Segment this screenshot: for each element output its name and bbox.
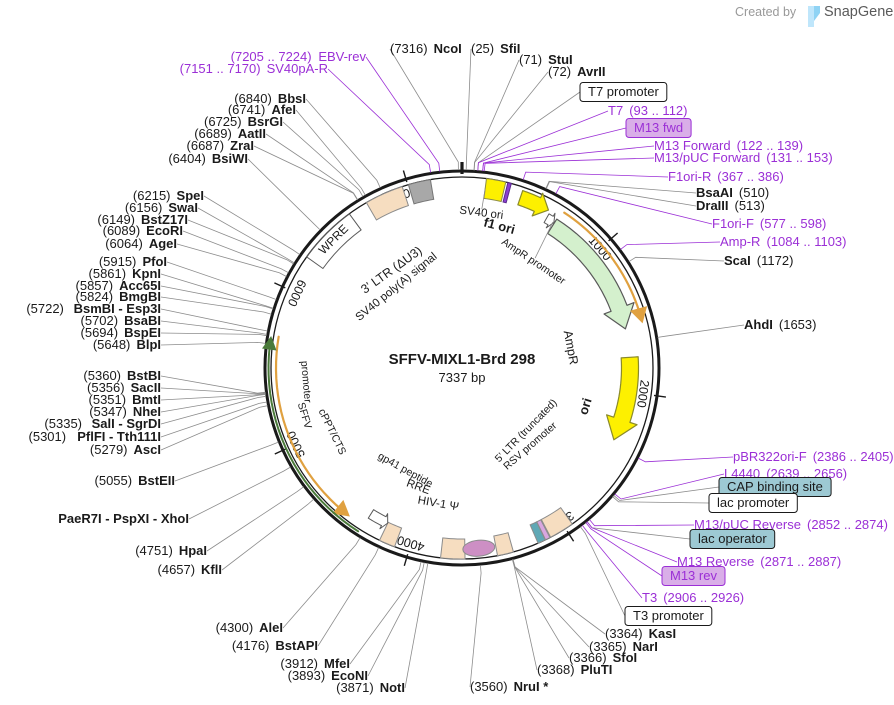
- svg-text:lac operator: lac operator: [698, 531, 767, 546]
- svg-text:Amp-R: Amp-R: [720, 234, 760, 249]
- svg-text:PaeR7I - PspXI - XhoI: PaeR7I - PspXI - XhoI: [58, 511, 189, 526]
- svg-text:(513): (513): [735, 198, 765, 213]
- svg-text:NruI *: NruI *: [514, 679, 550, 694]
- svg-text:KflI: KflI: [201, 562, 222, 577]
- svg-text:7337 bp: 7337 bp: [439, 370, 486, 385]
- svg-text:HpaI: HpaI: [179, 543, 207, 558]
- svg-text:M13 rev: M13 rev: [670, 568, 717, 583]
- svg-text:promoter: promoter: [298, 360, 314, 403]
- svg-text:(1172): (1172): [757, 253, 794, 268]
- svg-text:BstAPI: BstAPI: [275, 638, 318, 653]
- svg-text:(5301): (5301): [29, 429, 67, 444]
- svg-text:SpeI: SpeI: [177, 188, 204, 203]
- svg-text:(577 .. 598): (577 .. 598): [760, 216, 827, 231]
- svg-text:lac promoter: lac promoter: [717, 495, 790, 510]
- svg-text:(71): (71): [519, 52, 542, 67]
- svg-text:(2906 .. 2926): (2906 .. 2926): [663, 590, 744, 605]
- svg-text:f1 ori: f1 ori: [482, 214, 517, 237]
- svg-text:(5279): (5279): [90, 442, 128, 457]
- svg-text:(1653): (1653): [779, 317, 817, 332]
- svg-text:SFFV-MIXL1-Brd 298: SFFV-MIXL1-Brd 298: [389, 351, 536, 368]
- svg-text:(7205 .. 7224): (7205 .. 7224): [231, 49, 312, 64]
- svg-text:M13 fwd: M13 fwd: [634, 120, 683, 135]
- svg-text:(2852 .. 2874): (2852 .. 2874): [807, 517, 888, 532]
- svg-text:(4657): (4657): [158, 562, 196, 577]
- svg-text:BbsI: BbsI: [278, 91, 306, 106]
- svg-text:NotI: NotI: [380, 680, 405, 695]
- svg-text:AmpR promoter: AmpR promoter: [499, 236, 568, 288]
- svg-text:F1ori-F: F1ori-F: [712, 216, 754, 231]
- svg-text:DraIII: DraIII: [696, 198, 729, 213]
- svg-text:SnapGene: SnapGene: [824, 4, 893, 20]
- svg-text:(7316): (7316): [390, 41, 428, 56]
- svg-text:Created by: Created by: [735, 5, 797, 19]
- svg-text:ScaI: ScaI: [724, 253, 751, 268]
- svg-text:AhdI: AhdI: [744, 317, 773, 332]
- svg-text:BsiWI: BsiWI: [212, 151, 248, 166]
- svg-text:6000: 6000: [285, 278, 309, 309]
- svg-text:(5360): (5360): [83, 368, 121, 383]
- svg-text:(367 .. 386): (367 .. 386): [717, 169, 784, 184]
- svg-text:SfiI: SfiI: [500, 41, 520, 56]
- svg-text:HIV-1 Ψ: HIV-1 Ψ: [417, 495, 460, 514]
- svg-text:(5055): (5055): [95, 473, 133, 488]
- svg-text:AscI: AscI: [134, 442, 161, 457]
- svg-text:(5335): (5335): [44, 416, 82, 431]
- svg-text:T3: T3: [642, 590, 657, 605]
- svg-text:NcoI: NcoI: [434, 41, 462, 56]
- svg-text:T3 promoter: T3 promoter: [633, 608, 704, 623]
- svg-text:cPPT/CTS: cPPT/CTS: [316, 407, 349, 457]
- svg-text:(4300): (4300): [216, 620, 254, 635]
- svg-text:(6840): (6840): [234, 91, 272, 106]
- svg-text:AleI: AleI: [259, 620, 283, 635]
- svg-text:BstEII: BstEII: [138, 473, 175, 488]
- svg-text:(4751): (4751): [135, 543, 173, 558]
- svg-text:AgeI: AgeI: [149, 236, 177, 251]
- svg-text:(72): (72): [548, 64, 571, 79]
- svg-text:(6404): (6404): [168, 151, 206, 166]
- svg-text:T7: T7: [608, 103, 623, 118]
- svg-text:SFFV: SFFV: [295, 401, 314, 430]
- svg-text:(93 .. 112): (93 .. 112): [629, 103, 687, 118]
- svg-text:(1084 .. 1103): (1084 .. 1103): [767, 234, 847, 249]
- svg-text:(5722): (5722): [26, 301, 64, 316]
- svg-text:PluTI: PluTI: [581, 662, 613, 677]
- svg-text:(4176): (4176): [232, 638, 270, 653]
- svg-text:BstBI: BstBI: [127, 368, 161, 383]
- svg-text:AvrII: AvrII: [577, 64, 605, 79]
- svg-text:(2871 .. 2887): (2871 .. 2887): [760, 554, 841, 569]
- svg-text:M13/pUC Forward: M13/pUC Forward: [654, 150, 760, 165]
- svg-text:MfeI: MfeI: [324, 656, 350, 671]
- svg-text:pBR322ori-F: pBR322ori-F: [733, 449, 807, 464]
- svg-text:(2386 .. 2405): (2386 .. 2405): [813, 449, 894, 464]
- svg-text:PfoI: PfoI: [142, 254, 167, 269]
- svg-text:PflFI - Tth111I: PflFI - Tth111I: [77, 429, 161, 444]
- svg-text:(5915): (5915): [99, 254, 137, 269]
- svg-text:F1ori-R: F1ori-R: [668, 169, 711, 184]
- svg-text:(131 .. 153): (131 .. 153): [766, 150, 833, 165]
- svg-text:4000: 4000: [395, 533, 426, 554]
- svg-text:ori: ori: [575, 396, 594, 416]
- svg-text:(6215): (6215): [133, 188, 171, 203]
- svg-text:AmpR: AmpR: [561, 329, 581, 366]
- svg-text:(3560): (3560): [470, 679, 508, 694]
- svg-text:CAP binding site: CAP binding site: [727, 479, 823, 494]
- svg-text:(3912): (3912): [280, 656, 318, 671]
- svg-text:SfoI: SfoI: [613, 650, 638, 665]
- svg-text:EBV-rev: EBV-rev: [318, 49, 366, 64]
- svg-text:(25): (25): [471, 41, 494, 56]
- svg-text:(6064): (6064): [105, 236, 143, 251]
- svg-text:(3368): (3368): [537, 662, 575, 677]
- svg-text:T7 promoter: T7 promoter: [588, 84, 659, 99]
